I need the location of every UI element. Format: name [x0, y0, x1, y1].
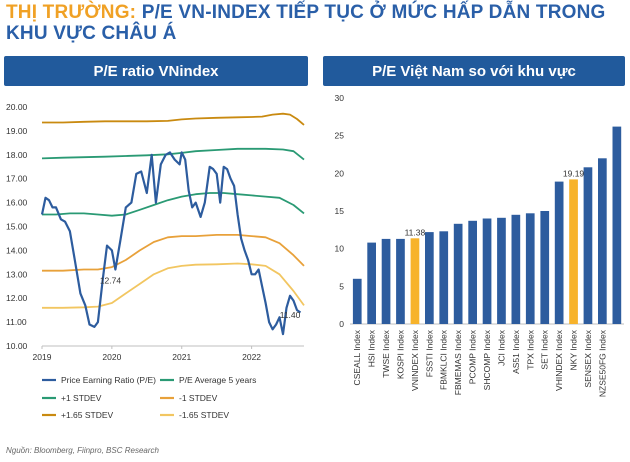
right-x-tick-label: SENSEX Index	[583, 329, 593, 387]
right-x-tick-label: SET Index	[540, 329, 550, 369]
right-x-tick-label: JCI Index	[496, 329, 506, 366]
left-y-tick-label: 15.00	[6, 222, 28, 232]
series-line	[42, 262, 305, 309]
left-x-tick-label: 2020	[102, 352, 121, 362]
bar	[453, 223, 463, 324]
right-chart-title: P/E Việt Nam so với khu vực	[372, 62, 576, 80]
bar	[410, 238, 420, 324]
left-y-tick-label: 16.00	[6, 198, 28, 208]
left-y-tick-label: 11.00	[6, 317, 27, 327]
right-x-tick-label: PCOMP Index	[468, 329, 478, 384]
legend-label: -1.65 STDEV	[179, 410, 229, 420]
bar	[367, 242, 376, 324]
legend-label: +1.65 STDEV	[61, 410, 114, 420]
right-x-tick-label: FBMEMAS Index	[453, 329, 463, 395]
left-panel-header: P/E ratio VNindex	[4, 56, 308, 86]
right-x-tick-label: CSEALL Index	[352, 329, 362, 385]
left-data-label: 11.40	[280, 310, 301, 320]
right-x-tick-label: KOSPI Index	[396, 329, 406, 379]
left-chart-title: P/E ratio VNindex	[93, 62, 219, 80]
bar	[497, 217, 506, 324]
left-y-tick-label: 20.00	[6, 102, 28, 112]
series-line	[42, 192, 305, 217]
bar	[439, 231, 449, 324]
right-x-tick-label: FSSTI Index	[424, 329, 434, 377]
left-y-tick-label: 10.00	[6, 341, 28, 351]
legend-label: Price Earning Ratio (P/E)	[61, 375, 156, 385]
bar	[381, 238, 391, 324]
right-x-tick-label: HSI Index	[367, 329, 377, 367]
bar	[612, 126, 622, 324]
right-y-tick-label: 10	[335, 244, 345, 254]
page-title: THỊ TRƯỜNG: P/E VN-INDEX TIẾP TỤC Ở MỨC …	[6, 2, 606, 44]
bar	[468, 220, 477, 324]
series-line	[42, 233, 305, 272]
right-x-tick-label: SHCOMP Index	[482, 329, 492, 390]
right-x-tick-label: TPX Index	[525, 329, 535, 369]
legend-label: +1 STDEV	[61, 393, 102, 403]
bar	[511, 214, 521, 324]
left-y-tick-label: 19.00	[6, 126, 28, 136]
bar	[583, 167, 593, 324]
left-x-tick-label: 2019	[33, 352, 52, 362]
bar	[525, 213, 535, 324]
bar	[396, 238, 405, 324]
left-x-tick-label: 2021	[172, 352, 191, 362]
right-y-tick-label: 30	[335, 93, 345, 103]
right-x-tick-label: VNINDEX Index	[410, 329, 420, 391]
left-y-tick-label: 17.00	[6, 174, 28, 184]
bar	[554, 181, 564, 324]
right-x-tick-label: FBMKLCI Index	[439, 329, 449, 390]
right-x-tick-label: TWSE Index	[381, 329, 391, 377]
right-y-tick-label: 20	[335, 168, 345, 178]
left-data-label: 12.74	[100, 276, 122, 286]
left-y-tick-label: 12.00	[6, 293, 28, 303]
bar	[482, 218, 492, 324]
right-y-tick-label: 5	[339, 281, 344, 291]
bar-data-label: 11.38	[405, 227, 426, 237]
right-panel-header: P/E Việt Nam so với khu vực	[323, 56, 625, 86]
bar	[352, 278, 362, 324]
bar	[598, 158, 607, 324]
right-y-tick-label: 15	[335, 206, 345, 216]
series-line	[42, 112, 305, 126]
right-x-tick-label: AS51 Index	[511, 329, 521, 374]
series-line	[40, 151, 302, 336]
left-y-tick-label: 13.00	[6, 269, 28, 279]
right-y-tick-label: 25	[335, 131, 345, 141]
left-y-tick-label: 18.00	[6, 150, 28, 160]
title-lead: THỊ TRƯỜNG:	[6, 2, 137, 23]
right-x-tick-label: NKY Index	[569, 329, 579, 370]
legend-label: P/E Average 5 years	[179, 375, 256, 385]
bar-data-label: 19.19	[563, 168, 585, 178]
left-y-tick-label: 14.00	[6, 245, 28, 255]
right-y-tick-label: 0	[339, 319, 344, 329]
legend-label: -1 STDEV	[179, 393, 218, 403]
bar	[540, 211, 550, 324]
right-x-tick-label: NZSE50FG Index	[597, 329, 607, 397]
series-line	[41, 147, 305, 161]
bar	[569, 179, 578, 324]
source-note: Nguồn: Bloomberg, Fiinpro, BSC Research	[6, 446, 159, 455]
bar	[425, 232, 434, 324]
title-rest: P/E VN-INDEX TIẾP TỤC Ở MỨC HẤP DẪN TRON…	[6, 2, 606, 44]
left-x-tick-label: 2022	[242, 352, 261, 362]
right-x-tick-label: VHINDEX Index	[554, 329, 564, 391]
